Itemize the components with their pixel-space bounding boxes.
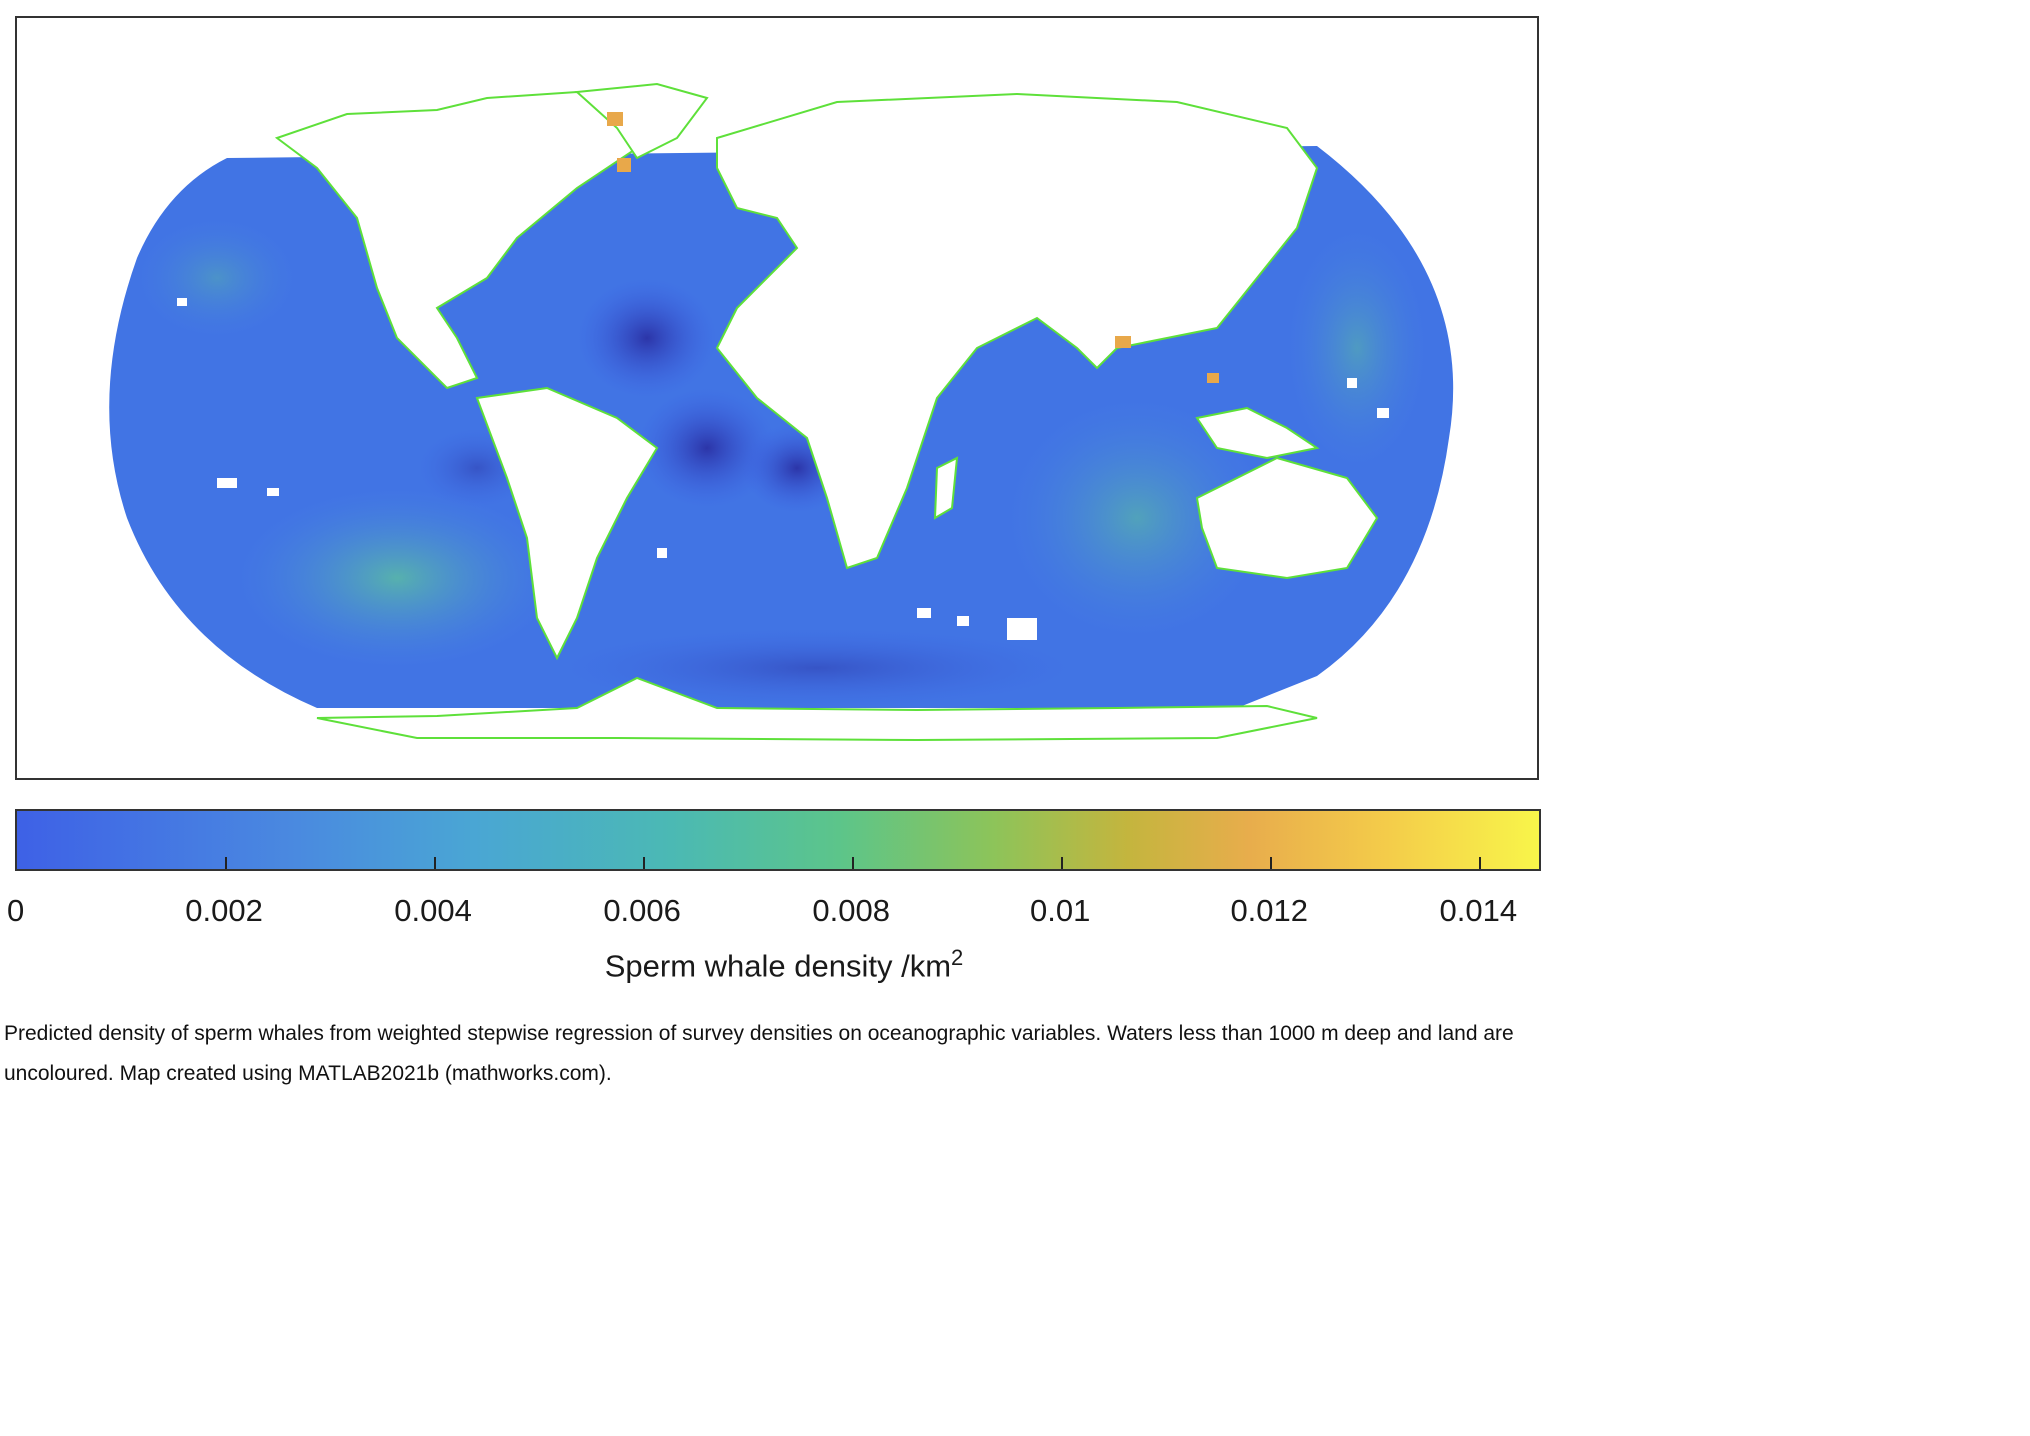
colorbar-tick [1479, 857, 1482, 869]
map-frame [15, 16, 1539, 780]
high-density-hotspots [607, 112, 1219, 383]
colorbar-tick-label: 0.01 [1030, 893, 1091, 928]
madagascar [933, 456, 959, 520]
colorbar-title-superscript: 2 [951, 945, 964, 970]
southeast-asia-islands [1195, 406, 1320, 460]
africa-eurasia [715, 92, 1319, 570]
colorbar-tick-label: 0.002 [185, 893, 263, 928]
hotspot-philippines [1207, 373, 1219, 383]
land-masses [274, 82, 1379, 742]
greenland [574, 82, 709, 160]
hotspot-labrador [617, 158, 631, 172]
south-america [475, 386, 659, 661]
colorbar-tick [434, 857, 437, 869]
colorbar-tick-label: 0.014 [1439, 893, 1518, 928]
antarctica [316, 676, 1318, 742]
colorbar-tick-label: 0.008 [812, 893, 890, 928]
colorbar [15, 809, 1541, 871]
colorbar-title: Sperm whale density /km2 [0, 945, 1568, 984]
colorbar-title-text: Sperm whale density /km [604, 948, 952, 984]
hotspot-iceland [607, 112, 623, 126]
world-density-map [109, 82, 1454, 742]
figure-caption: Predicted density of sperm whales from w… [4, 1022, 1514, 1085]
colorbar-tick-label: 0.006 [603, 893, 681, 928]
north-atlantic-low-density [577, 278, 717, 398]
north-america [274, 90, 639, 390]
shallow-water-patches [177, 298, 1389, 640]
colorbar-tick [225, 857, 228, 869]
colorbar-tick [643, 857, 646, 869]
colorbar-tick [1061, 857, 1064, 869]
colorbar-tick-label: 0.012 [1230, 893, 1309, 928]
south-atlantic-low-density [637, 388, 777, 508]
colorbar-tick [852, 857, 855, 869]
hotspot-bay-of-bengal [1115, 336, 1131, 348]
colorbar-tick [1270, 857, 1273, 869]
colorbar-tick-label: 0 [7, 893, 25, 928]
australia [1195, 456, 1379, 580]
colorbar-tick-label: 0.004 [394, 893, 472, 928]
